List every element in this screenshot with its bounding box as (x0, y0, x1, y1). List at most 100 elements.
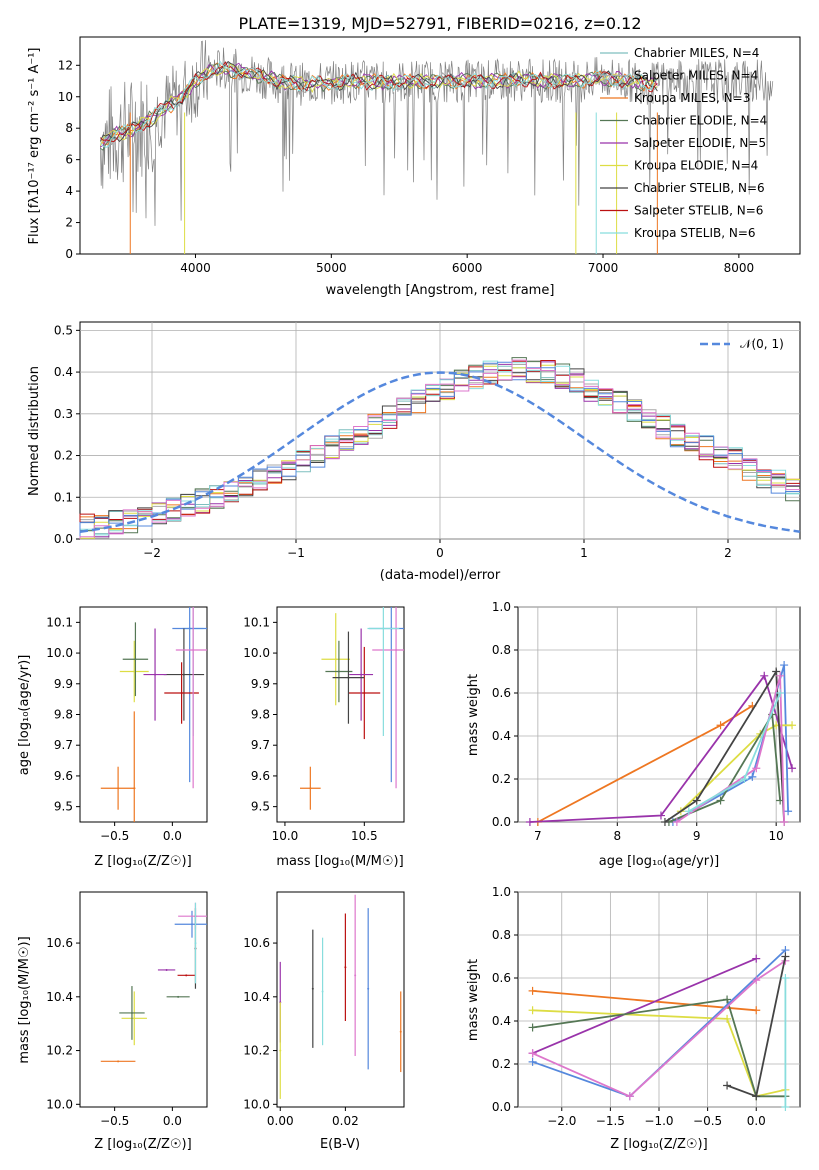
massE-point (321, 990, 324, 993)
panel-mass-weight-vs-Z: −2.0 −1.5 −1.0 −0.5 0.0 0.0 0.2 0.4 0.6 0.8 1.0 Z … (466, 885, 801, 1152)
mass-vs-Z-ylabel: mass [log₁₀(M/M☉)] (17, 936, 32, 1063)
ageZ-point (133, 670, 136, 673)
spectrum-model-line (100, 60, 658, 148)
spectrum-xtick-label: 8000 (724, 261, 755, 275)
ageM-point (309, 787, 312, 790)
massE-point (279, 1049, 282, 1052)
mwZ-series-line (532, 960, 786, 1098)
mwZ-marker (528, 1049, 537, 1058)
normal-curve (79, 371, 801, 533)
mwAge-marker (776, 671, 785, 680)
ageZ-point (117, 787, 120, 790)
residuals-xtick-label: 1 (580, 546, 588, 560)
mass-vs-Z-xlabel: Z [log₁₀(Z/Z☉)] (94, 1137, 191, 1152)
residuals-xtick-label: 0 (436, 546, 444, 560)
ageM-ytick-label: 10.0 (243, 646, 270, 660)
massE-xtick-label: 0.00 (267, 1114, 294, 1128)
ageM-point (382, 627, 385, 630)
ageZ-ytick-label: 9.8 (54, 708, 73, 722)
massZ-point (117, 1060, 120, 1063)
massE-xtick-label: 0.02 (332, 1114, 359, 1128)
residuals-legend: 𝒩(0, 1) (700, 337, 784, 351)
massE-point (354, 974, 357, 977)
mwAge-marker (692, 796, 701, 805)
spectrum-ylabel: Flux [fλ10⁻¹⁷ erg cm⁻² s⁻¹ A⁻¹] (27, 48, 42, 245)
residuals-data: −2 −1 0 1 2 0.0 0.1 0.2 0.3 0.4 0.5 (54, 322, 801, 560)
massE-point (399, 1030, 402, 1033)
mwZ-xtick-label: −1.0 (644, 1114, 673, 1128)
spectrum-xticks: 4000 5000 6000 7000 8000 (180, 254, 754, 275)
mw-age-ylabel: mass weight (466, 674, 481, 756)
mwZ-marker (752, 976, 761, 985)
spectrum-xtick-label: 5000 (316, 261, 347, 275)
ageM-xtick-label: 10.0 (272, 829, 299, 843)
ageZ-xtick-label: 0.0 (163, 829, 182, 843)
mwAge-marker (684, 807, 693, 816)
mwZ-series-line (532, 990, 757, 1012)
residuals-xtick-label: 2 (724, 546, 732, 560)
residuals-xtick-label: −1 (287, 546, 305, 560)
ageZ-point (180, 692, 183, 694)
mwZ-ytick-label: 0.6 (492, 971, 511, 985)
mwAge-marker (780, 818, 789, 826)
massZ-xtick-label: 0.0 (163, 1114, 182, 1128)
ageM-ytick-label: 9.6 (251, 769, 270, 783)
massE-ytick-label: 10.6 (243, 936, 270, 950)
mwZ-marker (528, 1057, 537, 1066)
residuals-ytick-label: 0.5 (54, 323, 73, 337)
mwAge-marker (672, 818, 681, 826)
age-vs-Z-xlabel: Z [log₁₀(Z/Z☉)] (94, 854, 191, 869)
mass-vs-Z-data: −0.5 0.0 10.0 10.2 10.4 10.6 (46, 902, 207, 1128)
ageM-point (337, 670, 340, 673)
spectrum-ytick-label: 2 (65, 216, 73, 230)
ageZ-point (182, 673, 185, 676)
mwZ-marker (752, 1006, 761, 1015)
mw-age-data: 7 8 9 10 0.0 0.2 0.4 0.6 0.8 1.0 (492, 600, 800, 843)
mwAge-marker (740, 775, 749, 783)
mwAge-marker (716, 721, 725, 730)
mass-vs-ebv-axes-frame (276, 891, 405, 1108)
age-vs-mass-axes-frame (276, 606, 405, 823)
mwAge-marker (660, 818, 669, 826)
ageZ-xtick-label: −0.5 (100, 829, 129, 843)
residual-histogram (79, 359, 800, 539)
mwZ-series-line (532, 998, 786, 1098)
mw-age-xlabel: age [log₁₀(age/yr)] (599, 854, 720, 869)
spectrum-ytick-label: 12 (58, 58, 73, 72)
massZ-points (100, 902, 207, 1063)
residuals-xtick-label: −2 (143, 546, 161, 560)
ageZ-point (154, 673, 157, 676)
legend-normal-label: 𝒩(0, 1) (740, 337, 784, 351)
mwZ-ytick-label: 0.4 (492, 1014, 511, 1028)
mwZ-marker (528, 1006, 537, 1015)
residuals-ylabel: Normed distribution (27, 366, 42, 496)
massE-point (311, 987, 314, 990)
age-vs-Z-data: −0.5 0.0 9.5 9.6 9.7 9.8 9.9 10.0 10.1 (46, 607, 207, 843)
residuals-ytick-label: 0.2 (54, 449, 73, 463)
massZ-ytick-label: 10.4 (46, 990, 73, 1004)
massE-ytick-label: 10.0 (243, 1097, 270, 1111)
mwAge-xtick-label: 9 (693, 829, 701, 843)
panel-residuals: −2 −1 0 1 2 0.0 0.1 0.2 0.3 0.4 0.5 (data-model)/e… (27, 321, 801, 583)
panel-mass-vs-ebv: 0.00 0.02 10.0 10.2 10.4 10.6 E(B-V) (243, 891, 405, 1152)
ageM-ytick-label: 9.8 (251, 708, 270, 722)
spectrum-legend-label: Chabrier ELODIE, N=4 (634, 114, 767, 128)
massZ-point (190, 923, 193, 926)
mwAge-series-line (680, 724, 793, 812)
spectrum-legend-label: Chabrier STELIB, N=6 (634, 181, 765, 195)
spectrum-ytick-label: 6 (65, 153, 73, 167)
spectrum-ytick-label: 0 (65, 247, 73, 261)
mwAge-series-line (668, 711, 781, 823)
spectrum-legend-label: Kroupa ELODIE, N=4 (634, 159, 758, 173)
mwAge-marker (760, 671, 769, 680)
ageM-ytick-label: 9.9 (251, 677, 270, 691)
spectrum-legend-label: Salpeter MILES, N=4 (634, 69, 758, 83)
mwZ-xtick-label: −0.5 (693, 1114, 722, 1128)
ageZ-ytick-label: 9.7 (54, 738, 73, 752)
ageZ-point (134, 658, 137, 661)
mwAge-series-line (664, 668, 785, 823)
ageM-point (360, 673, 363, 676)
figure-title: PLATE=1319, MJD=52791, FIBERID=0216, z=0… (238, 14, 641, 33)
ageZ-points (100, 607, 207, 822)
